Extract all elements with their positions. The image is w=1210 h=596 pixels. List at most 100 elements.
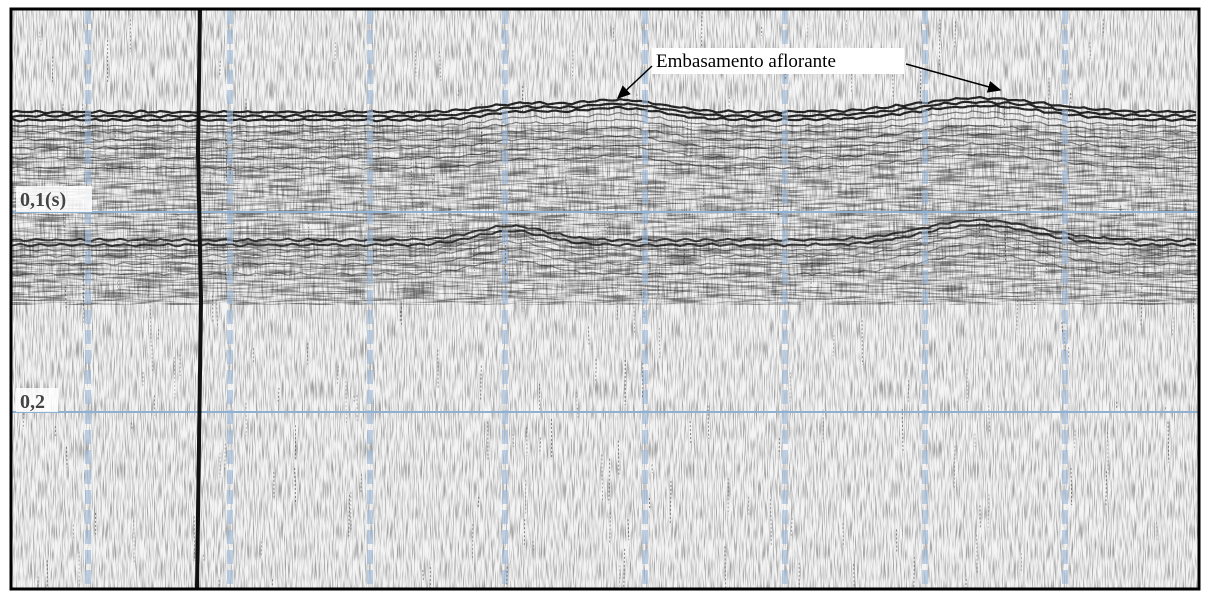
noise-trace [130, 422, 133, 430]
frame [9, 7, 1201, 591]
noise-trace [953, 445, 956, 490]
noise-trace [432, 174, 435, 185]
reflector [12, 100, 1197, 119]
noise-trace [656, 275, 659, 310]
noise-trace [913, 556, 915, 588]
noise-trace [219, 452, 221, 478]
trace-lines [22, 10, 1195, 588]
noise-trace [501, 121, 504, 130]
noise-trace [300, 167, 303, 197]
noise-trace [348, 494, 351, 537]
noise-trace [597, 206, 600, 251]
noise-trace [1089, 41, 1091, 59]
noise-trace [642, 287, 645, 318]
noise-trace [1192, 296, 1195, 326]
noise-trace [1167, 421, 1170, 463]
noise-trace [988, 405, 991, 433]
reflector [12, 243, 1197, 267]
reflector [12, 104, 1197, 123]
noise-trace [1172, 317, 1174, 337]
noise-trace [1063, 321, 1066, 351]
noise-trace [1016, 288, 1019, 332]
time-label: 0,2 [20, 391, 45, 413]
reflector [12, 95, 1197, 115]
annotation-bg [652, 48, 904, 74]
noise-trace [149, 300, 152, 347]
noise-trace [565, 158, 568, 194]
noise-trace [1106, 432, 1109, 476]
noise-trace [767, 273, 770, 302]
noise-trace [360, 184, 362, 202]
noise-trace [473, 249, 475, 271]
noise-trace [608, 458, 611, 504]
reflector [12, 142, 1197, 161]
reflector [12, 234, 1196, 259]
noise-trace [1017, 229, 1020, 251]
noise-trace [157, 329, 160, 341]
noise-trace [623, 548, 626, 588]
noise-trace [633, 306, 636, 335]
noise-trace [627, 519, 630, 541]
label-bg [16, 388, 58, 412]
noise-trace [457, 89, 460, 97]
noise-trace [1067, 347, 1070, 359]
noise-trace [545, 167, 548, 210]
noise-trace [918, 240, 921, 258]
noise-trace [727, 96, 730, 126]
reflector [12, 116, 1197, 135]
noise-trace [1140, 283, 1143, 326]
noise-trace [224, 443, 226, 472]
seismic-section [12, 10, 1198, 588]
noise-trace [133, 520, 135, 564]
noise-trace [414, 51, 417, 77]
noise-trace [616, 277, 619, 322]
noise-trace [480, 365, 482, 400]
noise-trace [707, 405, 710, 439]
noise-trace [806, 23, 809, 40]
noise-trace [683, 233, 686, 265]
noise-trace [114, 127, 117, 146]
noise-trace [664, 181, 667, 194]
noise-trace [277, 387, 280, 405]
noise-trace [202, 554, 205, 562]
noise-trace [22, 412, 25, 430]
noise-trace [575, 391, 578, 409]
noise-trace [937, 242, 939, 261]
noise-trace [1155, 522, 1158, 542]
noise-trace [1056, 134, 1059, 177]
noise-trace [612, 27, 615, 43]
noise-trace [449, 208, 452, 252]
noise-trace [777, 193, 780, 218]
noise-trace [222, 142, 225, 151]
reflector [12, 253, 1197, 277]
noise-trace [532, 540, 535, 551]
noise-trace [151, 344, 154, 373]
noise-trace [506, 566, 508, 588]
noise-trace [576, 407, 579, 420]
noise-trace [216, 299, 219, 326]
noise-trace [1046, 248, 1048, 274]
noise-trace [480, 103, 483, 149]
noise-trace [839, 142, 842, 188]
reflector [12, 110, 1197, 128]
reflector [12, 223, 1197, 248]
noise-trace [1034, 267, 1036, 312]
annotation: Embasamento aflorante [656, 51, 836, 72]
noise-trace [439, 51, 442, 81]
noise-trace [37, 576, 39, 588]
noise-trace [790, 517, 793, 536]
noise-trace [1184, 199, 1187, 212]
noise-trace [1061, 322, 1064, 333]
label-bg [16, 186, 92, 212]
reflector [12, 124, 1197, 143]
reflectors [12, 95, 1197, 277]
noise-trace [539, 437, 542, 455]
noise-trace [891, 54, 894, 100]
noise-trace [845, 20, 848, 30]
noise-trace [587, 326, 590, 345]
noise-trace [1148, 177, 1151, 193]
noise-trace [987, 494, 990, 529]
noise-trace [724, 546, 727, 588]
reflector [12, 132, 1197, 151]
